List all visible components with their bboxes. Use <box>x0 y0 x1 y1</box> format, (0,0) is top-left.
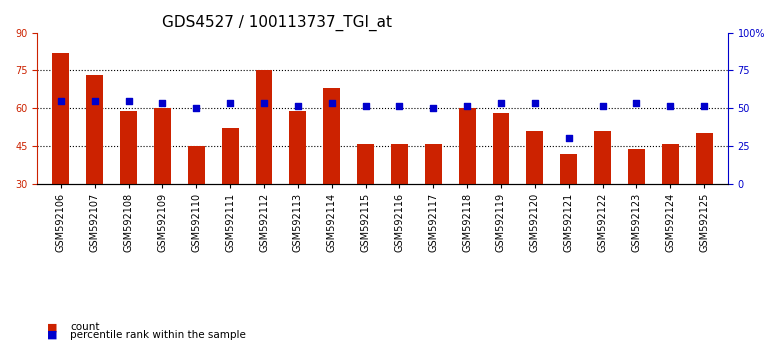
Point <box>292 103 304 109</box>
Bar <box>222 129 239 184</box>
Point <box>224 100 236 106</box>
Point <box>55 98 67 103</box>
Point <box>393 103 406 109</box>
Text: GDS4527 / 100113737_TGI_at: GDS4527 / 100113737_TGI_at <box>161 15 392 31</box>
Point <box>122 98 135 103</box>
Bar <box>628 149 645 184</box>
Bar <box>526 131 544 184</box>
Bar <box>52 53 69 184</box>
Point <box>325 100 338 106</box>
Text: ■: ■ <box>47 322 57 332</box>
Point <box>495 100 507 106</box>
Bar <box>492 113 509 184</box>
Text: percentile rank within the sample: percentile rank within the sample <box>70 330 246 340</box>
Point <box>596 103 608 109</box>
Point <box>529 100 541 106</box>
Bar <box>696 133 713 184</box>
Bar <box>594 131 611 184</box>
Point <box>427 105 439 111</box>
Bar <box>357 143 374 184</box>
Point <box>562 136 575 141</box>
Bar <box>323 88 340 184</box>
Bar <box>459 108 476 184</box>
Point <box>257 100 270 106</box>
Text: count: count <box>70 322 100 332</box>
Point <box>461 103 473 109</box>
Point <box>630 100 643 106</box>
Point <box>698 103 711 109</box>
Bar <box>661 143 679 184</box>
Point <box>190 105 203 111</box>
Bar <box>256 70 272 184</box>
Bar <box>154 108 171 184</box>
Bar <box>188 146 205 184</box>
Bar <box>560 154 577 184</box>
Bar <box>425 143 441 184</box>
Bar <box>289 111 307 184</box>
Bar <box>87 75 103 184</box>
Text: ■: ■ <box>47 330 57 340</box>
Bar <box>120 111 137 184</box>
Point <box>88 98 101 103</box>
Point <box>360 103 372 109</box>
Point <box>664 103 676 109</box>
Bar <box>391 143 408 184</box>
Point <box>156 100 168 106</box>
